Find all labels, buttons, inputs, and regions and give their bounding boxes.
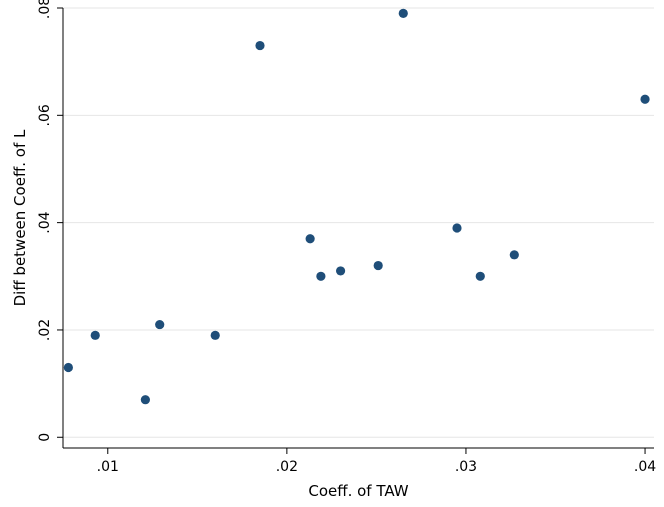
data-point (255, 40, 265, 51)
data-point (509, 250, 519, 260)
data-point (140, 395, 150, 405)
data-point (90, 330, 100, 340)
y-axis-title: Diff between Coeff. of L (11, 129, 29, 306)
data-point (155, 319, 165, 330)
x-axis-title: Coeff. of TAW (308, 482, 408, 500)
y-tick-label: .04 (37, 211, 53, 233)
data-point (210, 330, 220, 340)
data-point (398, 8, 408, 18)
y-tick-label: .06 (37, 104, 53, 126)
data-point (373, 260, 383, 271)
data-point (640, 94, 650, 104)
data-points (63, 8, 650, 405)
x-axis-ticks: .01 .02 .03 .04 (97, 448, 656, 475)
data-point (305, 234, 315, 244)
x-tick-label: .02 (276, 459, 298, 475)
x-tick-label: .04 (634, 459, 656, 475)
x-tick-label: .03 (455, 459, 477, 475)
y-tick-label: .08 (37, 0, 53, 19)
data-point (316, 271, 326, 281)
y-tick-label: 0 (37, 433, 53, 442)
data-point (335, 266, 346, 276)
data-point (63, 362, 73, 373)
x-tick-label: .01 (97, 459, 119, 475)
data-point (452, 223, 462, 233)
grid-lines (63, 7, 654, 438)
data-point (475, 271, 485, 281)
y-tick-label: .02 (37, 319, 53, 341)
y-axis-ticks: 0 .02 .04 .06 .08 (37, 0, 63, 442)
